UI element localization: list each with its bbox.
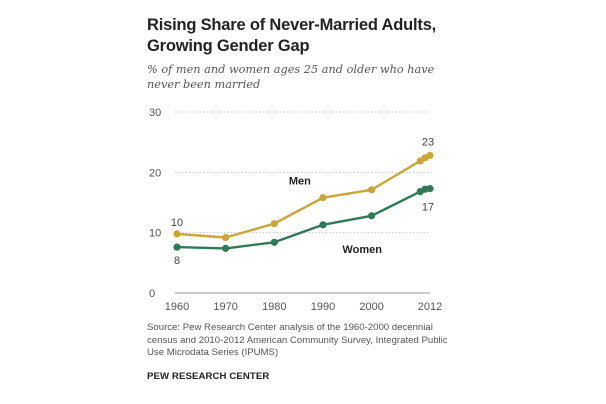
women-data-point xyxy=(426,185,434,193)
y-tick-label: 30 xyxy=(149,107,161,119)
x-tick-label: 2012 xyxy=(418,301,442,313)
men-series-label: Men xyxy=(289,175,311,187)
y-tick-label: 0 xyxy=(149,288,155,300)
x-tick-label: 1980 xyxy=(262,301,286,313)
women-data-point xyxy=(368,212,376,220)
men-data-point xyxy=(319,194,327,202)
men-data-point xyxy=(426,151,434,160)
chart-figure: Rising Share of Never-Married Adults, Gr… xyxy=(147,0,467,404)
brand-label: PEW RESEARCH CENTER xyxy=(147,371,270,382)
chart-subtitle: % of men and women ages 25 and older who… xyxy=(147,63,435,91)
x-tick-label: 1960 xyxy=(165,301,189,313)
men-data-point xyxy=(222,233,230,242)
women-series-label: Women xyxy=(342,244,382,256)
x-tick-label: 1970 xyxy=(213,301,237,313)
men-end-label: 23 xyxy=(422,136,434,148)
men-data-point xyxy=(173,230,181,238)
x-tick-label: 2000 xyxy=(359,301,383,313)
men-data-point xyxy=(270,220,278,228)
men-start-label: 10 xyxy=(171,217,183,229)
y-tick-label: 10 xyxy=(149,228,161,240)
women-end-label: 17 xyxy=(422,202,434,214)
women-series-line xyxy=(175,187,432,250)
line-chart: 0 10 20 30 1960 1970 1980 1990 2000 2012 10 8 23 17 Me… xyxy=(149,107,442,313)
chart-title: Rising Share of Never-Married Adults, Gr… xyxy=(147,16,437,55)
men-data-point xyxy=(368,186,376,194)
y-tick-label: 20 xyxy=(149,167,161,179)
x-tick-label: 1990 xyxy=(311,301,335,313)
source-note: Source: Pew Research Center analysis of … xyxy=(147,322,448,358)
women-start-label: 8 xyxy=(174,255,180,267)
women-data-point xyxy=(173,243,181,251)
women-data-point xyxy=(270,238,278,246)
women-data-point xyxy=(222,244,230,252)
men-series-line xyxy=(175,154,432,239)
women-data-point xyxy=(319,221,327,229)
